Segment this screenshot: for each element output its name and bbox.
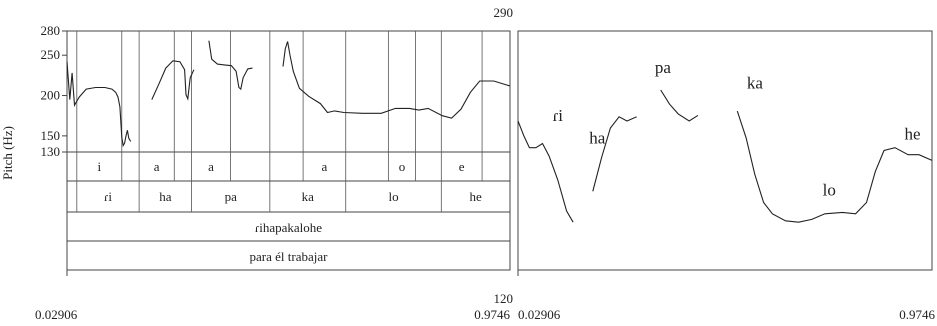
gloss-tier-label: para él trabajar bbox=[250, 249, 329, 264]
contour-curve-segment bbox=[736, 110, 932, 223]
y-tick-label: 150 bbox=[41, 128, 61, 143]
right-x-end-label: 0.9746 bbox=[899, 307, 935, 322]
syllable-label: ɾi bbox=[104, 189, 112, 204]
y-tick-label: 280 bbox=[41, 23, 61, 38]
pitch-curve-segment bbox=[151, 60, 195, 101]
right-y-top-label: 290 bbox=[494, 5, 514, 20]
y-axis-label: Pitch (Hz) bbox=[0, 126, 15, 180]
vowel-label: a bbox=[154, 159, 160, 174]
contour-syllable-label: pa bbox=[655, 58, 672, 77]
word-tier-label: ɾihapakalohe bbox=[255, 220, 322, 235]
left-x-start-label: 0.02906 bbox=[35, 307, 78, 322]
contour-curve-segment bbox=[517, 120, 574, 223]
syllable-label: lo bbox=[388, 189, 398, 204]
contour-plot-frame bbox=[517, 30, 933, 271]
contour-syllable-label: he bbox=[904, 124, 920, 143]
contour-panel: ɾi ha pa ka lo he 290 120 0.02906 0.9746 bbox=[494, 5, 936, 322]
vowel-label: o bbox=[399, 159, 406, 174]
syllable-label: ha bbox=[159, 189, 172, 204]
vowel-label: a bbox=[208, 159, 214, 174]
pitch-curve-segment bbox=[208, 40, 253, 91]
syllable-label: pa bbox=[225, 189, 238, 204]
contour-syllable-label: ha bbox=[589, 128, 606, 147]
right-y-bottom-label: 120 bbox=[494, 291, 514, 306]
contour-syllable-label: ɾi bbox=[553, 106, 564, 125]
pitch-curve-segment bbox=[282, 41, 510, 119]
contour-curve-segment bbox=[592, 116, 637, 192]
left-x-end-label: 0.9746 bbox=[474, 307, 510, 322]
y-tick-label: 200 bbox=[41, 88, 61, 103]
contour-curve-segment bbox=[660, 89, 699, 122]
vowel-label: i bbox=[97, 159, 101, 174]
y-tick-label: 130 bbox=[41, 144, 61, 159]
syllable-label: ka bbox=[302, 189, 315, 204]
vowel-label: a bbox=[322, 159, 328, 174]
pitch-curve-segment bbox=[66, 61, 132, 148]
vowel-tier-frame bbox=[66, 151, 511, 182]
vowel-label: e bbox=[459, 159, 465, 174]
contour-syllable-label: lo bbox=[823, 180, 836, 199]
syllable-label: he bbox=[470, 189, 483, 204]
right-x-start-label: 0.02906 bbox=[518, 307, 561, 322]
y-tick-label: 250 bbox=[41, 47, 61, 62]
contour-syllable-label: ka bbox=[747, 74, 764, 93]
syllable-tier-frame bbox=[66, 180, 511, 213]
